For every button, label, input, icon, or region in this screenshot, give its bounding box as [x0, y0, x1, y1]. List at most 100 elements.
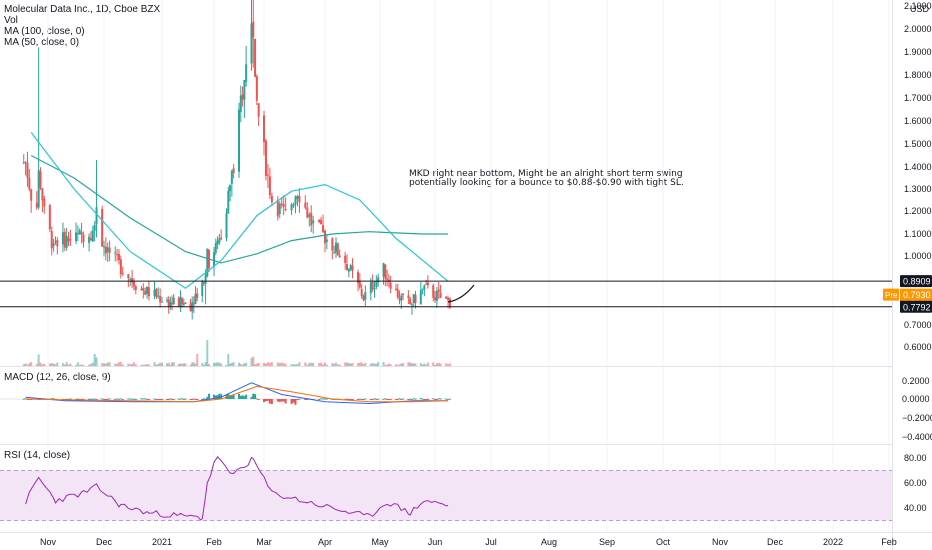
volume-bar	[264, 363, 267, 366]
volume-bar	[394, 364, 397, 366]
macd-legend: MACD (12, 26, close, 9)	[4, 372, 111, 383]
macd-hist-bar	[177, 398, 180, 400]
candle-body	[282, 203, 285, 207]
candle-body	[63, 231, 66, 248]
candle-body	[129, 279, 132, 281]
macd-hist-bar	[52, 398, 55, 400]
macd-hist-bar	[364, 398, 367, 400]
volume-bar	[144, 364, 147, 366]
chart-title: Molecular Data Inc., 1D, Cboe BZX	[4, 4, 161, 15]
volume-bar	[432, 362, 435, 366]
volume-bar	[106, 362, 109, 366]
macd-hist-bar	[213, 394, 215, 399]
volume-bar	[182, 363, 185, 366]
volume-bar	[407, 362, 410, 366]
volume-bar	[216, 362, 219, 366]
volume-bar	[351, 362, 354, 366]
candle-body	[331, 238, 334, 251]
macd-hist-bar	[194, 399, 197, 400]
candle-body	[169, 301, 172, 307]
candle-body	[276, 200, 279, 217]
candle-body	[280, 203, 283, 206]
candle-body	[351, 265, 354, 271]
candle-body	[252, 21, 255, 38]
macd-hist-bar	[362, 398, 365, 400]
volume-bar	[207, 364, 210, 366]
candle-body	[91, 230, 94, 242]
candle-body	[254, 38, 257, 77]
macd-line	[25, 382, 449, 405]
volume-bar	[369, 363, 372, 366]
volume-bar	[382, 362, 385, 366]
volume-bar	[448, 363, 451, 366]
volume-bar	[426, 362, 429, 366]
price-tick-label: 1.9000	[904, 47, 932, 57]
macd-hist-bar	[252, 393, 255, 399]
candle-body	[225, 213, 228, 238]
candle-body	[373, 288, 376, 290]
volume-bar	[76, 362, 79, 366]
volume-bar	[218, 362, 221, 366]
candle-body	[414, 294, 417, 304]
price-tick-label: 0.6000	[904, 342, 932, 352]
candle-body	[101, 209, 104, 247]
macd-hist-bar	[218, 393, 221, 399]
macd-hist-bar	[192, 398, 195, 400]
macd-hist-bar	[306, 399, 309, 400]
volume-bar	[129, 364, 132, 366]
candle-body	[144, 290, 147, 295]
candle-body	[24, 162, 27, 164]
macd-hist-bar	[167, 398, 170, 400]
macd-hist-bar	[322, 398, 325, 400]
macd-hist-bar	[22, 398, 25, 400]
volume-bar	[50, 363, 53, 366]
candle-body	[257, 103, 260, 117]
volume-bar	[362, 364, 365, 366]
volume-bar	[238, 362, 240, 366]
macd-hist-bar	[346, 398, 348, 400]
candle-body	[88, 236, 91, 243]
volume-bar	[132, 362, 135, 366]
macd-hist-bar	[426, 399, 429, 400]
candle-body	[204, 274, 207, 284]
volume-bar	[439, 363, 442, 366]
macd-hist-bar	[202, 398, 205, 400]
volume-bar	[409, 362, 412, 366]
candle-body	[344, 255, 347, 263]
volume-bar	[241, 364, 244, 366]
rsi-legend: RSI (14, close)	[4, 450, 71, 461]
macd-hist-bar	[189, 399, 192, 400]
macd-hist-bar	[270, 399, 273, 405]
candle-body	[213, 252, 215, 267]
macd-hist-bar	[229, 395, 232, 399]
pre-tag-bg	[883, 288, 899, 301]
volume-bar	[400, 363, 403, 366]
volume-bar	[206, 340, 209, 366]
x-tick-label: Oct	[656, 537, 671, 547]
volume-bar	[346, 362, 348, 366]
volume-bar	[364, 362, 367, 366]
macd-hist-bar	[410, 398, 413, 400]
candle-body	[95, 207, 98, 225]
volume-bar	[161, 362, 163, 366]
candle-body	[227, 190, 230, 214]
candle-body	[346, 264, 348, 270]
macd-hist-bar	[264, 399, 267, 402]
x-tick-label: May	[371, 537, 389, 547]
macd-hist-bar	[276, 399, 279, 402]
candle-body	[389, 282, 392, 289]
candle-body	[220, 237, 223, 240]
volume-bar	[278, 362, 281, 366]
volume-bar	[54, 364, 57, 366]
volume-bar	[204, 362, 207, 366]
volume-bar	[344, 362, 347, 366]
candle-body	[325, 239, 328, 243]
candle-body	[196, 293, 199, 298]
macd-hist-bar	[82, 399, 85, 400]
candle-body	[39, 171, 42, 189]
candle-body	[50, 231, 53, 249]
volume-bar	[280, 362, 283, 366]
x-tick-label: Jul	[485, 537, 497, 547]
volume-bar	[421, 364, 424, 366]
